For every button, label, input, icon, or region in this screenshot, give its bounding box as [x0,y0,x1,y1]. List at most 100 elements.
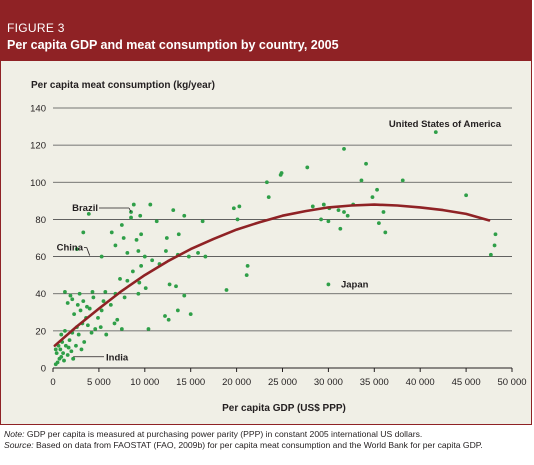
x-tick-label: 0 [50,377,55,388]
data-point [85,323,90,328]
data-point [74,247,79,252]
data-point [137,280,142,285]
data-point [71,356,76,361]
x-tick-label: 5 000 [87,377,111,388]
data-point [182,213,187,218]
x-tick-label: 35 000 [360,377,389,388]
data-point [488,252,493,257]
data-point [492,243,497,248]
data-point [113,243,118,248]
data-point [167,282,172,287]
data-point [89,330,94,335]
data-point [121,236,126,240]
data-point [85,304,89,309]
data-point [75,302,80,307]
data-point [129,215,133,220]
note-text: GDP per capita is measured at purchasing… [24,429,423,439]
data-point [342,210,346,214]
data-point [115,317,120,322]
data-point [90,289,95,294]
data-point [139,232,144,237]
y-tick-label: 60 [35,252,46,263]
data-point [319,217,323,222]
x-tick-label: 45 000 [452,377,481,388]
data-point [67,338,72,343]
figure-title: Per capita GDP and meat consumption by c… [7,38,339,52]
data-point [99,254,104,259]
x-tick-label: 40 000 [406,377,435,388]
data-point [166,317,171,322]
data-point [231,206,236,211]
data-point [139,263,144,268]
data-point [336,208,341,213]
y-tick-label: 80 [35,215,46,226]
data-point [69,349,74,354]
data-point [58,347,63,352]
data-point [326,282,331,287]
data-point [98,325,103,330]
data-point [63,343,68,348]
data-point [359,178,364,183]
data-point [99,308,104,313]
data-point [81,299,86,304]
data-point [68,293,73,298]
annotation-label: India [106,353,129,364]
data-point [400,178,405,183]
x-axis-label: Per capita GDP (US$ PPP) [222,403,346,414]
data-point [164,236,169,240]
note-line: Note: GDP per capita is measured at purc… [4,429,530,440]
data-point [196,250,200,255]
data-point [65,353,70,357]
y-tick-label: 0 [41,364,46,375]
x-tick-label: 50 000 [497,377,526,388]
data-point [338,226,343,231]
data-point [53,347,58,352]
data-point [130,269,135,274]
data-point [63,328,67,333]
figure-header: FIGURE 3 Per capita GDP and meat consump… [0,0,532,61]
y-tick-labels: 0 20 40 60 80 100 120 140 [30,104,46,375]
data-point [79,347,84,352]
data-point [82,340,87,344]
data-point [122,295,127,300]
data-point [174,284,178,289]
data-point [59,332,64,337]
data-point [136,291,141,296]
data-point [375,187,379,192]
data-point [326,219,331,224]
data-point [96,315,100,320]
x-tick-label: 15 000 [176,377,205,388]
annotation-label: United States of America [389,119,502,130]
data-point [237,204,242,209]
annotation-label: China [57,243,84,254]
data-point [171,208,176,213]
trend-line-group [53,203,491,348]
data-point [148,202,153,207]
data-point [74,343,78,348]
data-point [119,327,124,331]
data-point [70,297,75,302]
plot-area [1,61,531,424]
data-point [163,314,167,318]
annotations: United States of America Brazil China Japan… [57,119,502,364]
data-point [91,295,96,300]
data-point [134,237,139,242]
data-point [55,360,60,365]
data-point [305,165,310,170]
y-tick-label: 120 [30,141,46,152]
annotation-label: Brazil [72,203,98,214]
data-point [109,230,114,235]
data-point [81,230,86,235]
data-point [108,302,113,307]
y-tick-label: 40 [35,289,46,300]
data-point [376,221,381,226]
data-point [235,217,240,222]
data-point [146,327,151,331]
data-point [125,250,130,255]
data-point [138,213,143,218]
x-tick-label: 25 000 [268,377,297,388]
data-point [493,232,498,237]
brazil-leader-tip [128,207,132,213]
data-point [65,301,70,305]
data-point [76,332,81,337]
